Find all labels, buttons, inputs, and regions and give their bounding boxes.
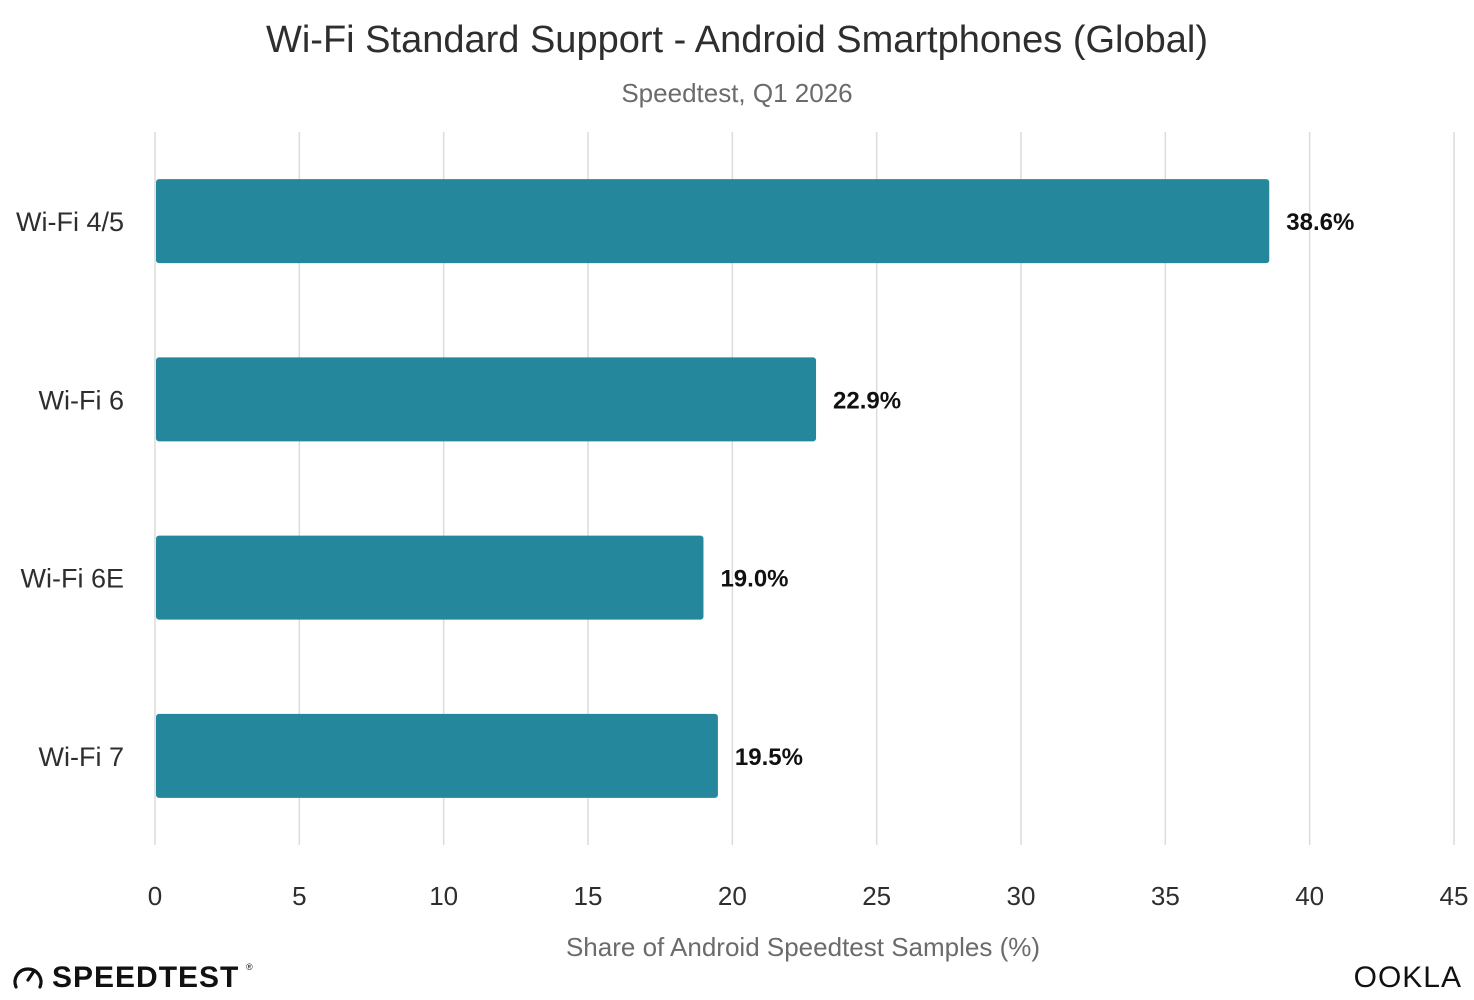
x-tick-label: 10: [429, 881, 458, 911]
category-label: Wi-Fi 6E: [21, 564, 125, 594]
value-label: 22.9%: [833, 387, 901, 414]
category-label: Wi-Fi 4/5: [16, 207, 124, 237]
x-tick-label: 40: [1295, 881, 1324, 911]
x-tick-label: 45: [1440, 881, 1469, 911]
speedtest-logo: SPEEDTEST ®: [13, 961, 253, 994]
value-label: 19.0%: [720, 566, 788, 593]
chart-title: Wi-Fi Standard Support - Android Smartph…: [266, 19, 1208, 61]
x-axis-title: Share of Android Speedtest Samples (%): [566, 932, 1040, 962]
value-labels: 38.6% 22.9% 19.0% 19.5%: [720, 209, 1354, 771]
x-tick-label: 0: [148, 881, 162, 911]
speedtest-wordmark: SPEEDTEST: [52, 961, 239, 994]
value-label: 38.6%: [1286, 209, 1354, 236]
x-tick-label: 35: [1151, 881, 1180, 911]
chart-subtitle: Speedtest, Q1 2026: [621, 78, 852, 108]
bar: [156, 179, 1270, 264]
ookla-logo: OOKLA: [1354, 961, 1462, 994]
x-tick-label: 30: [1007, 881, 1036, 911]
value-label: 19.5%: [735, 744, 803, 771]
bars: [156, 179, 1270, 798]
bar: [156, 357, 817, 442]
x-tick-label: 25: [862, 881, 891, 911]
speedometer-icon: [13, 967, 43, 989]
category-labels: Wi-Fi 4/5 Wi-Fi 6 Wi-Fi 6E Wi-Fi 7: [16, 207, 124, 772]
bar: [156, 713, 718, 798]
x-tick-label: 5: [292, 881, 306, 911]
x-tick-label: 20: [718, 881, 747, 911]
bar: [156, 535, 704, 620]
category-label: Wi-Fi 7: [39, 742, 124, 772]
registered-mark: ®: [246, 962, 253, 972]
x-tick-labels: 0 5 10 15 20 25 30 35 40 45: [148, 881, 1469, 911]
x-tick-label: 15: [574, 881, 603, 911]
category-label: Wi-Fi 6: [39, 385, 124, 415]
